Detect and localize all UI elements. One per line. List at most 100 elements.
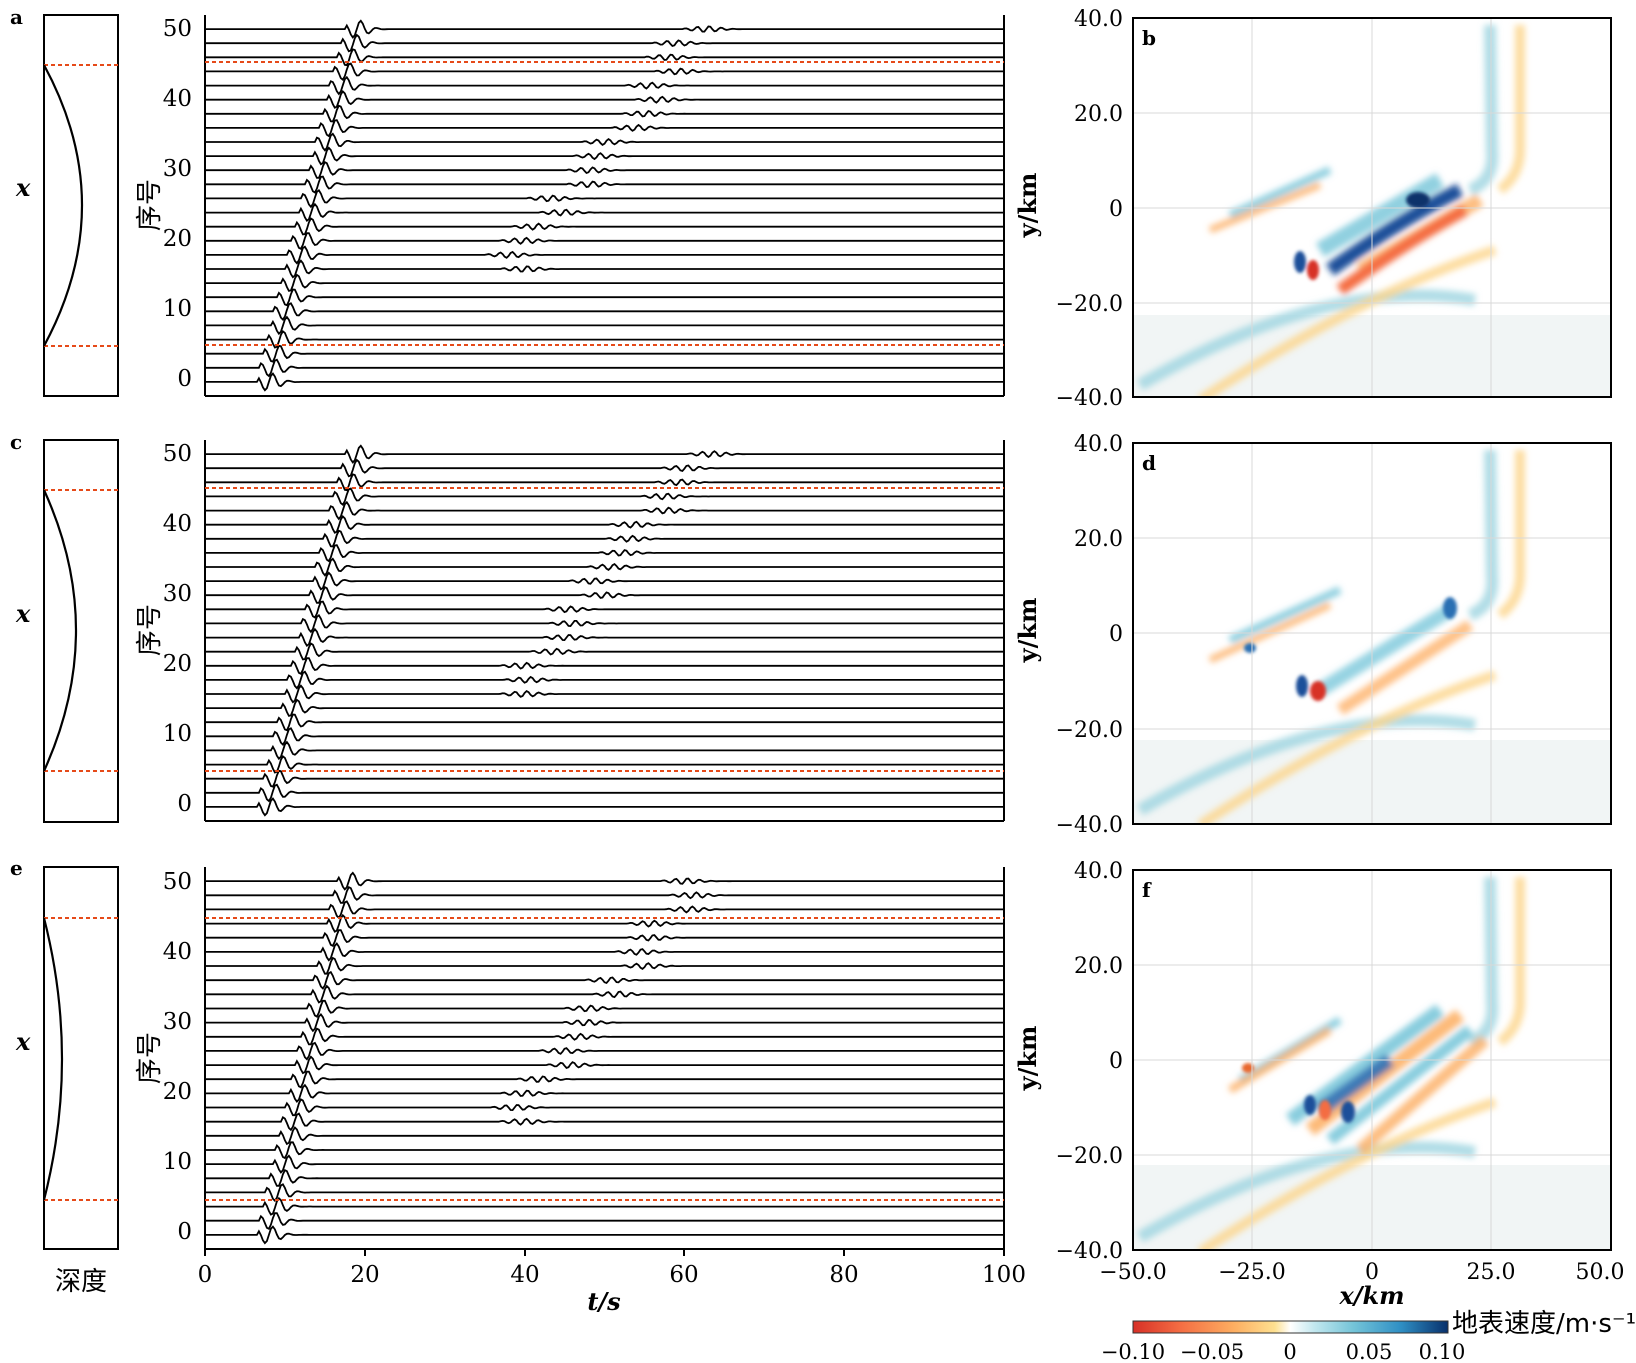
ytick: −40.0 — [1056, 813, 1123, 838]
seismogram-trace — [205, 358, 1004, 378]
seismogram-trace — [205, 713, 1004, 732]
ytick: 10 — [163, 296, 192, 322]
ytick: −20.0 — [1056, 292, 1123, 317]
xtick: 0 — [198, 1262, 213, 1288]
ytick: 50 — [163, 16, 192, 42]
seismogram-panel-a: 0 10 20 30 40 50 序号 — [135, 15, 1005, 397]
seismogram-trace — [205, 302, 1004, 322]
ytick: 20 — [163, 1079, 192, 1105]
seismogram-trace — [205, 245, 1004, 265]
colorbar-tick: 0.10 — [1419, 1340, 1466, 1363]
colorbar-gradient — [1133, 1321, 1448, 1333]
seismogram-trace — [205, 1041, 1004, 1061]
model-panel-c: x — [15, 439, 119, 823]
seismogram-trace — [205, 783, 1004, 803]
seismogram-trace — [205, 75, 1004, 96]
grid-f — [1133, 870, 1611, 1250]
y-axis-label-c: 序号 — [135, 604, 165, 656]
ytick: 40.0 — [1074, 859, 1123, 884]
seismogram-trace — [205, 871, 1004, 891]
seismogram-trace — [205, 329, 1004, 349]
seismogram-traces-c — [205, 444, 1004, 817]
seismogram-trace — [205, 970, 1004, 990]
y-axis-label-a: 序号 — [135, 179, 165, 231]
map-panel-d: d 40.0 20.0 0 −20.0 −40.0 y/km — [1013, 432, 1612, 838]
seismogram-trace — [205, 89, 1004, 109]
map-yticks-d: 40.0 20.0 0 −20.0 −40.0 — [1056, 432, 1123, 838]
x-ticks: 0 20 40 60 80 100 — [198, 1249, 1026, 1288]
seismogram-trace — [205, 657, 1004, 676]
seismogram-trace — [205, 473, 1004, 492]
seismogram-trace — [205, 900, 1004, 920]
ytick: 0 — [1109, 197, 1123, 222]
seismogram-trace — [205, 175, 1004, 194]
ytick: 0 — [177, 1219, 192, 1245]
xtick: 100 — [982, 1262, 1026, 1288]
seismogram-trace — [205, 984, 1004, 1004]
seismogram-trace — [205, 956, 1004, 975]
colorbar-tick: 0 — [1283, 1340, 1296, 1363]
map-panel-f: f 40.0 20.0 0 −20.0 −40.0 y/km −50.0 −25… — [1013, 859, 1624, 1310]
colorbar-tick: 0.05 — [1346, 1340, 1393, 1363]
seismogram-trace — [205, 544, 1004, 563]
seismogram-trace — [205, 698, 1004, 717]
seismogram-trace — [205, 1141, 1004, 1160]
ytick: 40 — [163, 511, 192, 537]
ytick: 20.0 — [1074, 102, 1123, 127]
ytick: 40.0 — [1074, 432, 1123, 457]
seismogram-trace — [205, 885, 1004, 904]
seismogram-trace — [205, 684, 1004, 704]
seismogram-trace — [205, 232, 1004, 251]
ytick: 30 — [163, 1009, 192, 1035]
seismogram-trace — [205, 104, 1004, 123]
seismogram-trace — [205, 1212, 1004, 1231]
seismogram-trace — [205, 1196, 1004, 1216]
seismogram-trace — [205, 132, 1004, 152]
row-2: c x 0 10 20 30 40 50 序号 — [10, 430, 1612, 838]
ytick: −20.0 — [1056, 718, 1123, 743]
seismogram-trace — [205, 1225, 1004, 1245]
seismogram-trace — [205, 273, 1004, 292]
ytick: 20.0 — [1074, 954, 1123, 979]
colorbar-tick: −0.05 — [1180, 1340, 1244, 1363]
row-3: e x 深度 0 10 20 30 40 50 序号 — [10, 856, 1624, 1316]
ytick: 20.0 — [1074, 527, 1123, 552]
xtick: 25.0 — [1467, 1260, 1516, 1285]
seismogram-trace — [205, 62, 1004, 82]
ytick: 50 — [163, 441, 192, 467]
seismogram-trace — [205, 315, 1004, 336]
panel-label-b: b — [1142, 26, 1156, 50]
map-ylabel-f: y/km — [1013, 1026, 1042, 1092]
ytick: 10 — [163, 721, 192, 747]
seismogram-trace — [205, 1055, 1004, 1075]
seismogram-trace — [205, 642, 1004, 661]
seismogram-trace — [205, 160, 1004, 179]
colorbar: 地表速度/m·s⁻¹ −0.10 −0.05 0 0.05 0.10 — [1101, 1309, 1636, 1363]
colorbar-tick: −0.10 — [1101, 1340, 1165, 1363]
seismogram-xlabel: t/s — [587, 1287, 621, 1316]
seismogram-trace — [205, 372, 1004, 392]
ytick: 20 — [163, 651, 192, 677]
seismogram-panel-c: 0 10 20 30 40 50 序号 — [135, 440, 1005, 822]
panel-label-e: e — [10, 856, 23, 880]
model-axis-label: x — [15, 599, 31, 628]
seismogram-trace — [205, 1154, 1004, 1174]
seismogram-trace — [205, 613, 1004, 634]
seismogram-trace — [205, 797, 1004, 817]
seismogram-trace — [205, 1083, 1004, 1104]
seismogram-trace — [205, 146, 1004, 166]
seismogram-trace — [205, 33, 1004, 53]
row-1: a x 0 10 20 30 40 50 序号 — [10, 5, 1612, 411]
panel-label-a: a — [10, 5, 23, 29]
seismogram-trace — [205, 557, 1004, 577]
seismogram-trace — [205, 754, 1004, 774]
seismogram-trace — [205, 571, 1004, 591]
ytick: −40.0 — [1056, 386, 1123, 411]
ytick: 40 — [163, 86, 192, 112]
xtick: 60 — [669, 1262, 698, 1288]
seismogram-trace — [205, 48, 1004, 67]
seismogram-trace — [205, 344, 1004, 363]
seismogram-trace — [205, 769, 1004, 788]
ytick: 10 — [163, 1149, 192, 1175]
y-ticks-a: 0 10 20 30 40 50 — [163, 16, 192, 392]
